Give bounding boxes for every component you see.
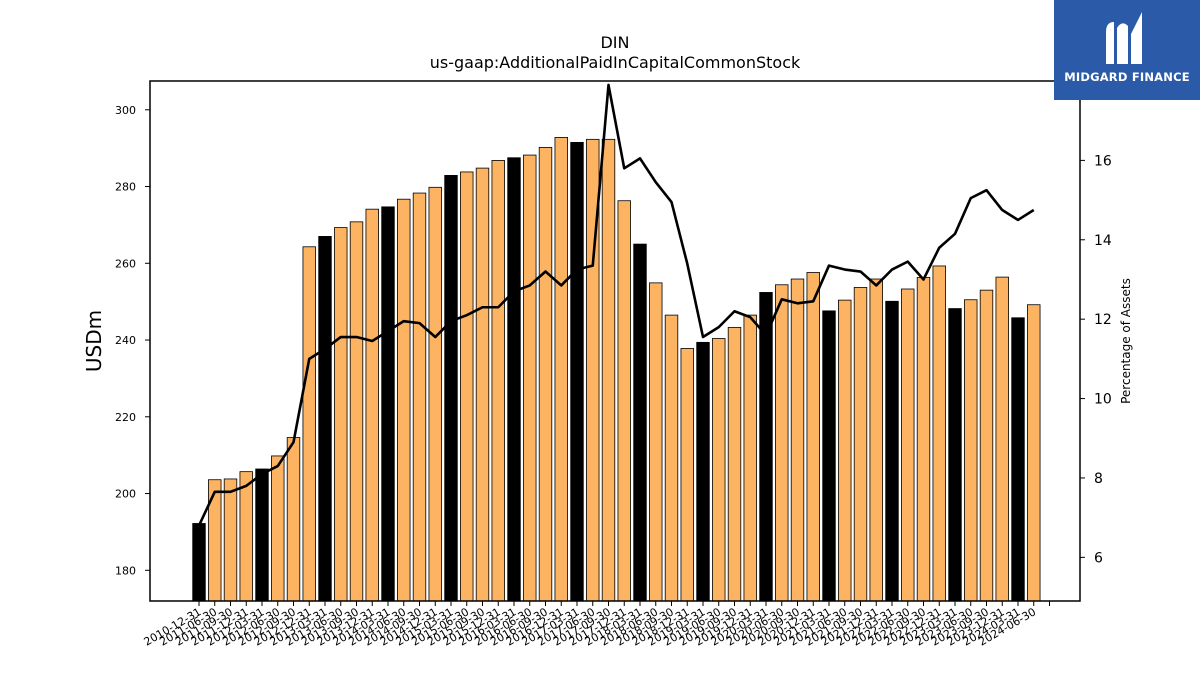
bar <box>412 192 427 602</box>
bar <box>916 277 931 602</box>
percentage-line <box>197 83 1035 527</box>
bar <box>381 206 395 602</box>
bar <box>523 154 537 602</box>
bar <box>554 137 568 602</box>
bar <box>271 455 285 602</box>
chart-subtitle: us-gaap:AdditionalPaidInCapitalCommonSto… <box>430 53 801 72</box>
y2-tick-label: 16 <box>1094 153 1112 169</box>
y-tick-label: 180 <box>115 564 136 577</box>
bar <box>255 468 269 602</box>
logo-text: MIDGARD FINANCE <box>1064 70 1190 84</box>
bar <box>633 243 647 602</box>
midgard-logo-mark-icon <box>1106 12 1142 64</box>
bar <box>302 246 316 602</box>
bar <box>192 523 206 602</box>
y2-tick-label: 6 <box>1094 550 1103 566</box>
y-tick-label: 220 <box>115 411 136 424</box>
bar <box>601 138 616 602</box>
bar <box>318 236 332 602</box>
bar <box>286 437 301 602</box>
y2-tick-label: 12 <box>1094 312 1112 328</box>
bar <box>869 278 883 602</box>
bar <box>223 478 238 602</box>
bar <box>475 167 490 602</box>
midgard-finance-logo: MIDGARD FINANCE <box>1054 0 1200 100</box>
bar-series <box>192 137 1041 602</box>
bar <box>696 341 710 602</box>
y2-tick-label: 8 <box>1094 471 1103 487</box>
bar <box>507 157 521 602</box>
chart-title: DIN <box>600 33 629 52</box>
y-axis-ticks: 180 200 220 240 260 280 300 <box>115 104 150 577</box>
bar <box>649 282 663 602</box>
y2-tick-label: 14 <box>1094 233 1112 249</box>
bar <box>964 299 978 602</box>
bar <box>617 200 631 602</box>
bar <box>790 278 805 602</box>
bar <box>727 326 742 602</box>
y-tick-label: 280 <box>115 181 136 194</box>
bar <box>365 208 379 602</box>
y2-axis-label: Percentage of Assets <box>1119 278 1133 404</box>
bar <box>979 289 994 602</box>
bar <box>460 171 474 602</box>
bar <box>428 186 442 602</box>
bar <box>775 284 789 602</box>
bar <box>948 308 962 602</box>
plot-frame <box>149 80 1081 602</box>
y-axis-label: USDm <box>82 310 106 372</box>
x-axis-ticks: 2010-12-312011-06-302011-09-302011-12-31… <box>142 601 1050 649</box>
bar <box>664 314 679 602</box>
bar <box>397 198 411 602</box>
bar <box>349 221 364 602</box>
y-tick-label: 260 <box>115 257 136 270</box>
bar <box>1011 317 1025 602</box>
y2-tick-label: 10 <box>1094 392 1112 408</box>
bar <box>838 299 852 602</box>
bar <box>680 348 694 602</box>
bar <box>239 471 253 602</box>
bar <box>822 310 836 602</box>
bar <box>570 141 584 602</box>
bar <box>444 175 458 602</box>
y-tick-label: 200 <box>115 488 136 501</box>
bar <box>1027 304 1041 602</box>
bar <box>759 292 773 602</box>
bar <box>743 314 757 602</box>
bar <box>208 479 222 602</box>
bar <box>334 227 348 602</box>
bar <box>712 338 726 602</box>
bar <box>995 276 1009 602</box>
bar <box>538 146 553 602</box>
y2-axis-ticks: 6 8 10 12 14 16 <box>1080 153 1112 566</box>
bar <box>901 288 915 602</box>
bar <box>885 300 899 602</box>
bar <box>853 287 868 602</box>
bar <box>491 160 505 602</box>
y-tick-label: 240 <box>115 334 136 347</box>
bar <box>932 265 946 602</box>
y-tick-label: 300 <box>115 104 136 117</box>
bar <box>806 272 820 602</box>
